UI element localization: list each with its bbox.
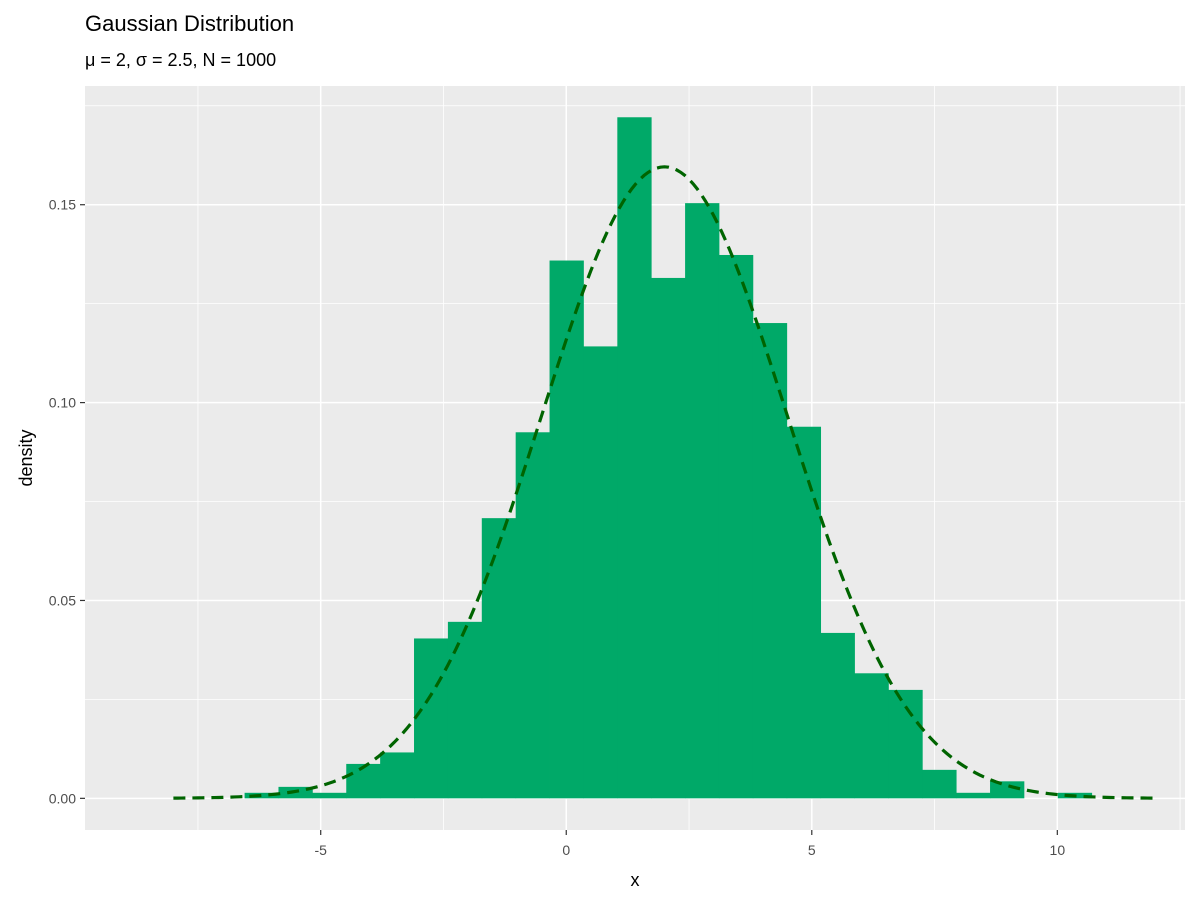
y-axis-title: density — [16, 429, 36, 486]
histogram-bar — [583, 346, 618, 799]
x-tick-label: 10 — [1050, 842, 1066, 858]
histogram-bar — [990, 781, 1025, 799]
y-axis: 0.00 0.05 0.10 0.15 — [49, 197, 85, 806]
histogram-bar — [617, 117, 652, 799]
y-tick-label: 0.15 — [49, 197, 76, 213]
histogram-bar — [380, 752, 415, 799]
histogram-bar — [820, 632, 855, 799]
x-tick-label: 0 — [562, 842, 570, 858]
histogram-bar — [786, 426, 822, 799]
y-tick-label: 0.05 — [49, 592, 76, 608]
histogram-bar — [685, 203, 720, 799]
histogram-bar — [752, 323, 788, 799]
histogram-bar — [244, 792, 279, 799]
histogram-bar — [956, 792, 991, 799]
histogram-bar — [481, 518, 517, 799]
histogram-bar — [312, 792, 347, 799]
histogram-bar — [447, 621, 483, 799]
histogram-bar — [651, 277, 686, 799]
histogram-bar — [549, 260, 584, 799]
x-axis-title: x — [631, 870, 640, 890]
chart-title: Gaussian Distribution — [85, 11, 294, 36]
y-tick-label: 0.10 — [49, 395, 76, 411]
histogram-bar — [854, 673, 889, 799]
histogram-bar — [922, 769, 957, 799]
histogram-bar — [888, 689, 923, 799]
x-axis: -5 0 5 10 — [314, 830, 1065, 858]
x-tick-label: -5 — [314, 842, 327, 858]
histogram-bars — [244, 117, 1093, 799]
y-tick-label: 0.00 — [49, 790, 76, 806]
histogram-bar — [346, 763, 381, 799]
histogram-bar — [515, 432, 550, 799]
histogram-bar — [414, 638, 449, 799]
density-curve — [173, 165, 1156, 800]
histogram-bar — [718, 254, 754, 799]
density-curve-layer — [173, 165, 1156, 800]
x-tick-label: 5 — [808, 842, 816, 858]
chart-subtitle: μ = 2, σ = 2.5, N = 1000 — [85, 50, 276, 70]
